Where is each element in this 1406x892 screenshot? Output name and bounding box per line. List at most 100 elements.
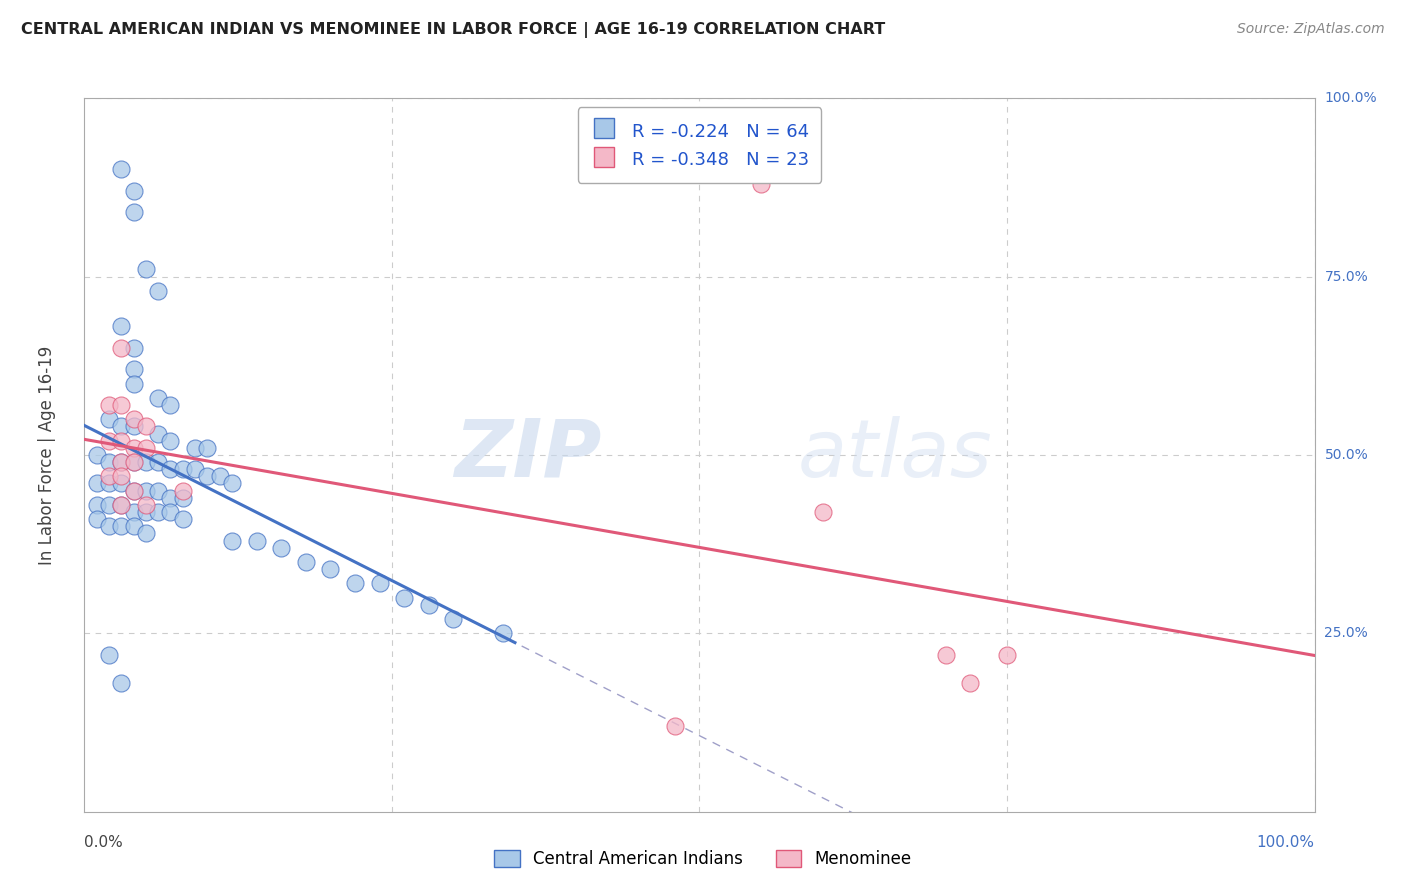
Point [221, 476, 243, 491]
Text: 25.0%: 25.0% [1324, 626, 1368, 640]
Point [110, 676, 132, 690]
Point [935, 648, 957, 662]
Point [98, 648, 120, 662]
Point [122, 419, 145, 434]
Text: CENTRAL AMERICAN INDIAN VS MENOMINEE IN LABOR FORCE | AGE 16-19 CORRELATION CHAR: CENTRAL AMERICAN INDIAN VS MENOMINEE IN … [21, 22, 886, 38]
Text: 100.0%: 100.0% [1257, 836, 1315, 850]
Point [135, 441, 157, 455]
Legend: Central American Indians, Menominee: Central American Indians, Menominee [488, 843, 918, 875]
Point [319, 562, 342, 576]
Point [148, 505, 170, 519]
Point [122, 441, 145, 455]
Point [344, 576, 367, 591]
Point [122, 376, 145, 391]
Point [98, 469, 120, 483]
Point [664, 719, 686, 733]
Point [368, 576, 391, 591]
Point [110, 162, 132, 177]
Point [98, 519, 120, 533]
Point [159, 462, 181, 476]
Point [172, 483, 194, 498]
Text: 100.0%: 100.0% [1324, 91, 1376, 105]
Point [110, 519, 132, 533]
Point [811, 505, 834, 519]
Text: 75.0%: 75.0% [1324, 269, 1368, 284]
Point [172, 462, 194, 476]
Point [98, 476, 120, 491]
Point [159, 505, 181, 519]
Point [86, 498, 108, 512]
Point [270, 541, 292, 555]
Point [86, 476, 108, 491]
Point [135, 483, 157, 498]
Point [110, 319, 132, 334]
Text: 0.0%: 0.0% [84, 836, 124, 850]
Point [98, 398, 120, 412]
Point [110, 455, 132, 469]
Point [443, 612, 465, 626]
Point [135, 526, 157, 541]
Point [122, 205, 145, 219]
Point [995, 648, 1018, 662]
Text: Source: ZipAtlas.com: Source: ZipAtlas.com [1237, 22, 1385, 37]
Legend: R = -0.224   N = 64, R = -0.348   N = 23: R = -0.224 N = 64, R = -0.348 N = 23 [578, 107, 821, 183]
Text: atlas: atlas [799, 416, 993, 494]
Point [246, 533, 269, 548]
Point [110, 469, 132, 483]
Point [221, 533, 243, 548]
Point [110, 434, 132, 448]
Point [98, 434, 120, 448]
Point [492, 626, 515, 640]
Point [197, 469, 219, 483]
Point [394, 591, 416, 605]
Point [122, 341, 145, 355]
Point [122, 505, 145, 519]
Point [749, 177, 772, 191]
Point [135, 498, 157, 512]
Point [135, 505, 157, 519]
Point [98, 455, 120, 469]
Point [148, 391, 170, 405]
Point [172, 491, 194, 505]
Point [159, 398, 181, 412]
Text: ZIP: ZIP [454, 416, 602, 494]
Point [110, 398, 132, 412]
Point [110, 341, 132, 355]
Point [184, 441, 207, 455]
Point [86, 512, 108, 526]
Point [208, 469, 231, 483]
Text: In Labor Force | Age 16-19: In Labor Force | Age 16-19 [38, 345, 56, 565]
Point [122, 455, 145, 469]
Point [159, 491, 181, 505]
Point [418, 598, 440, 612]
Point [148, 284, 170, 298]
Point [184, 462, 207, 476]
Point [110, 498, 132, 512]
Point [172, 512, 194, 526]
Point [122, 362, 145, 376]
Point [135, 419, 157, 434]
Point [135, 455, 157, 469]
Point [122, 483, 145, 498]
Point [959, 676, 981, 690]
Point [122, 455, 145, 469]
Point [295, 555, 318, 569]
Point [122, 412, 145, 426]
Point [122, 184, 145, 198]
Point [98, 498, 120, 512]
Point [135, 262, 157, 277]
Point [98, 412, 120, 426]
Point [159, 434, 181, 448]
Point [86, 448, 108, 462]
Point [110, 476, 132, 491]
Point [122, 519, 145, 533]
Point [122, 483, 145, 498]
Text: 50.0%: 50.0% [1324, 448, 1368, 462]
Point [148, 483, 170, 498]
Point [110, 498, 132, 512]
Point [148, 426, 170, 441]
Point [197, 441, 219, 455]
Point [148, 455, 170, 469]
Point [110, 419, 132, 434]
Point [110, 455, 132, 469]
